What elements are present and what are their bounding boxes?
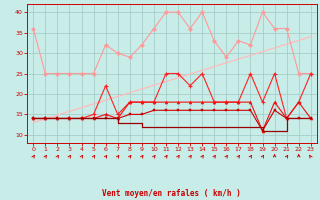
Text: Vent moyen/en rafales ( km/h ): Vent moyen/en rafales ( km/h ) [102,189,241,198]
